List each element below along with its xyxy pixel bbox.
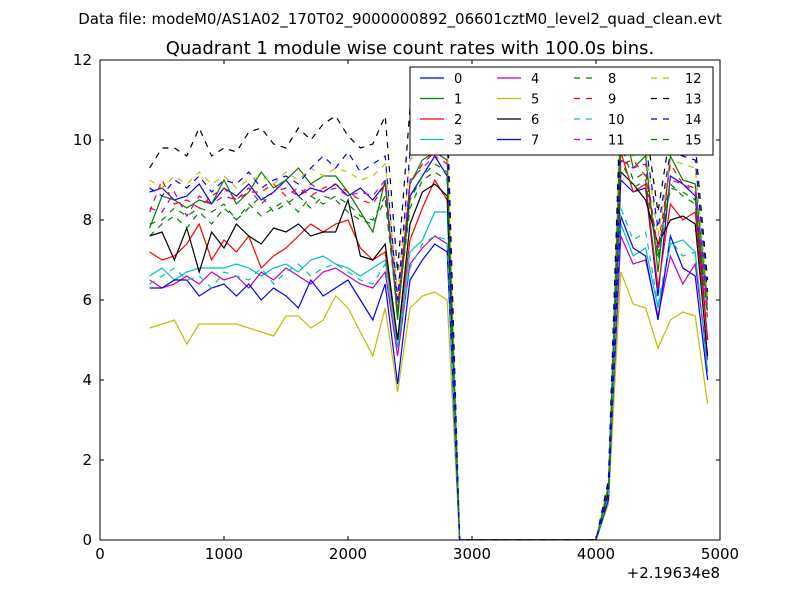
legend-label-13: 13 [685, 93, 702, 108]
x-tick-label: 5000 [701, 545, 739, 563]
x-offset-label: +2.19634e8 [627, 564, 720, 582]
legend-label-14: 14 [685, 113, 702, 128]
legend-label-8: 8 [608, 72, 616, 87]
legend-label-11: 11 [608, 134, 625, 149]
y-tick-label: 4 [82, 371, 92, 389]
legend-label-12: 12 [685, 72, 702, 87]
legend-label-10: 10 [608, 113, 625, 128]
y-tick-label: 10 [73, 131, 92, 149]
figure: Data file: modeM0/AS1A02_170T02_90000008… [0, 0, 800, 600]
legend-label-0: 0 [454, 72, 462, 87]
y-tick-label: 0 [82, 531, 92, 549]
legend-label-4: 4 [531, 72, 539, 87]
legend-label-9: 9 [608, 93, 616, 108]
x-tick-label: 0 [95, 545, 105, 563]
x-tick-label: 4000 [577, 545, 615, 563]
y-tick-label: 6 [82, 291, 92, 309]
y-tick-label: 12 [73, 51, 92, 69]
legend-label-7: 7 [531, 134, 539, 149]
legend-label-2: 2 [454, 113, 462, 128]
x-tick-label: 1000 [205, 545, 243, 563]
legend-label-1: 1 [454, 93, 462, 108]
y-tick-label: 2 [82, 451, 92, 469]
legend-label-15: 15 [685, 134, 702, 149]
legend-label-3: 3 [454, 134, 462, 149]
suptitle: Data file: modeM0/AS1A02_170T02_90000008… [78, 10, 722, 29]
line-chart: Data file: modeM0/AS1A02_170T02_90000008… [0, 0, 800, 600]
legend-label-5: 5 [531, 93, 539, 108]
x-tick-label: 3000 [453, 545, 491, 563]
x-tick-label: 2000 [329, 545, 367, 563]
legend-label-6: 6 [531, 113, 539, 128]
y-tick-label: 8 [82, 211, 92, 229]
chart-title: Quadrant 1 module wise count rates with … [166, 38, 655, 59]
